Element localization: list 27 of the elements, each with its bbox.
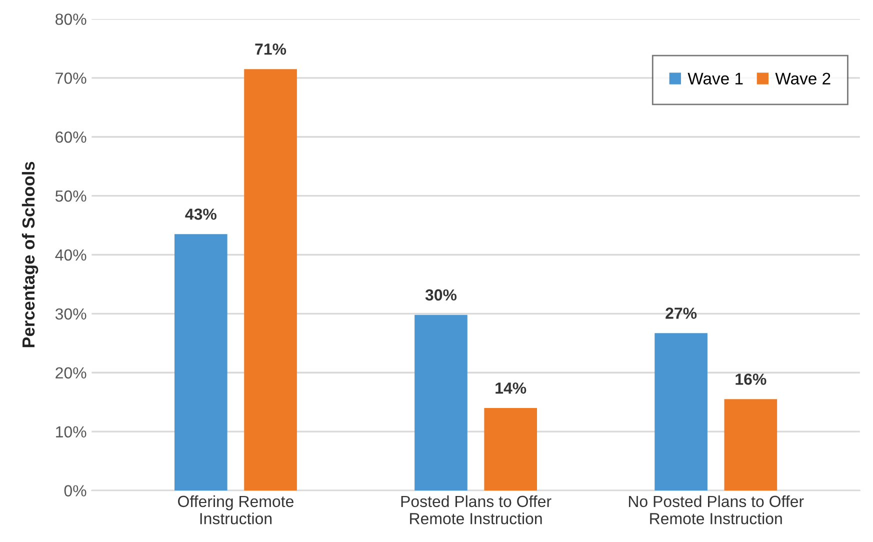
bar [724, 399, 778, 491]
y-tick-label: 50% [55, 190, 86, 202]
x-tick-label: No Posted Plans to Offer Remote Instruction [628, 495, 804, 524]
y-tick-label: 0% [64, 485, 86, 496]
y-tick-label: 30% [55, 308, 86, 320]
y-tick-label: 20% [56, 367, 86, 379]
x-tick-label: Offering Remote Instruction [178, 495, 294, 524]
data-label: 16% [736, 374, 766, 385]
data-label: 71% [255, 44, 286, 55]
bar [654, 333, 708, 491]
bar [484, 408, 538, 491]
y-tick-label: 10% [56, 426, 86, 438]
y-tick-label: 60% [56, 131, 86, 143]
bar [414, 314, 468, 491]
legend-label: Wave 1 [688, 72, 743, 85]
bar [174, 234, 228, 491]
y-tick-label: 70% [56, 72, 86, 84]
data-label: 27% [666, 308, 697, 319]
y-tick-label: 80% [56, 14, 86, 25]
y-tick-label: 40% [55, 249, 86, 261]
x-tick-label: Posted Plans to Offer Remote Instruction [401, 495, 552, 524]
legend-label: Wave 2 [775, 72, 830, 85]
bar [244, 69, 297, 491]
data-label: 30% [425, 289, 457, 301]
data-label: 14% [496, 382, 526, 394]
data-label: 43% [185, 208, 216, 220]
y-axis-title: Percentage of Schools [22, 162, 38, 348]
